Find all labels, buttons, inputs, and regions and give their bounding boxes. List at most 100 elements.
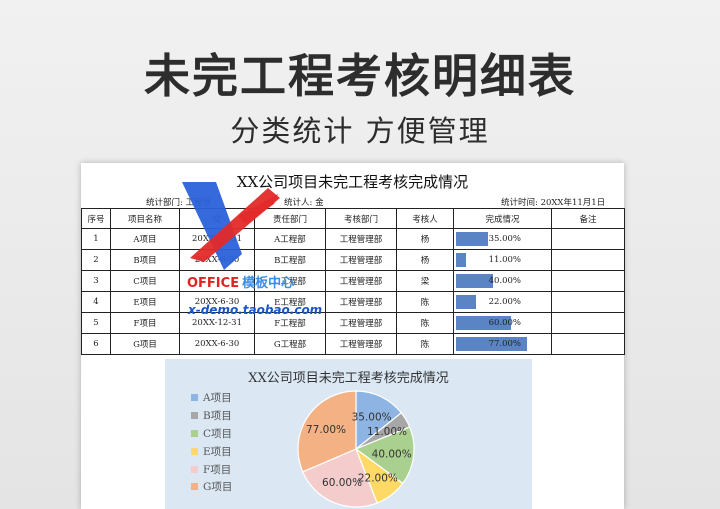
table-row: 2 B项目 20XX-6-30 B工程部 工程管理部杨 11.00% — [81, 249, 625, 271]
cell-pct: 35.00% — [453, 228, 552, 250]
cell-person: 梁 — [396, 270, 454, 292]
cell-pct: 22.00% — [453, 291, 552, 313]
cell-name: A项目 — [110, 228, 180, 250]
meta-person: 统计人: 金 — [284, 198, 324, 208]
hero-title: 未完工程考核明细表 — [144, 49, 576, 103]
legend-swatch — [191, 483, 198, 491]
cell-date: 20XX-6-30 — [179, 333, 255, 355]
progress-bar — [456, 295, 477, 309]
legend-item: G项目 — [191, 478, 232, 496]
progress-label: 40.00% — [488, 276, 521, 286]
pie-slice — [354, 426, 415, 485]
header-cell: 考核人 — [396, 208, 454, 229]
cell-dept: B工程部 — [254, 249, 326, 271]
cell-name: C项目 — [110, 270, 180, 292]
cell-remark — [551, 312, 625, 334]
legend-label: B项目 — [203, 410, 232, 423]
pie-data-label: 60.00% — [322, 477, 362, 489]
legend-label: G项目 — [203, 481, 233, 494]
cell-no: 2 — [81, 249, 111, 271]
table-row: 1 A项目 20XX-12-31 A工程部 工程管理部杨 35.00% — [81, 228, 625, 250]
cell-pct: 11.00% — [453, 249, 552, 271]
progress-bar — [456, 232, 489, 246]
cell-name: E项目 — [110, 291, 180, 313]
header-cell: 考核部门 — [325, 208, 397, 229]
cell-pct: 40.00% — [453, 270, 552, 292]
cell-dept: C工程部 — [254, 270, 326, 292]
legend-swatch — [191, 429, 198, 437]
cell-dept: F工程部 — [254, 312, 326, 334]
meta-dept: 统计部门: 工程管 — [146, 198, 212, 208]
progress-label: 35.00% — [488, 234, 521, 244]
legend-label: A项目 — [203, 392, 232, 405]
legend-swatch — [191, 394, 198, 402]
table-header-row: 序号 项目名称 交 责任部门 考核部门 考核人 完成情况 备注 — [81, 208, 625, 229]
cell-date: 20XX-6-30 — [179, 249, 255, 271]
pie-chart: XX公司项目未完工程考核完成情况 A项目 B项目 C项目 E项目 F项目 G项目 35.0… — [165, 359, 532, 509]
progress-label: 77.00% — [488, 339, 521, 349]
meta-time: 统计时间: 20XX年11月1日 — [501, 198, 606, 208]
legend-swatch — [191, 447, 198, 455]
cell-audit: 工程管理部 — [325, 270, 397, 292]
progress-bar — [456, 316, 512, 330]
cell-audit: 工程管理部 — [325, 312, 397, 334]
pie-data-label: 22.00% — [358, 473, 398, 485]
cell-remark — [551, 270, 625, 292]
spreadsheet-preview: XX公司项目未完工程考核完成情况 统计部门: 工程管 统计人: 金 统计时间: … — [81, 163, 625, 509]
cell-no: 3 — [81, 270, 111, 292]
cell-date: 20XX-12-31 — [179, 312, 255, 334]
chart-title: XX公司项目未完工程考核完成情况 — [248, 371, 449, 386]
pie-slice — [297, 390, 357, 473]
progress-bar — [456, 253, 467, 267]
legend-item: A项目 — [191, 389, 232, 407]
cell-no: 6 — [81, 333, 111, 355]
cell-date: 20XX-12-31 — [179, 228, 255, 250]
header-cell: 责任部门 — [254, 208, 326, 229]
cell-remark — [551, 228, 625, 250]
pie-data-label: 35.00% — [352, 412, 392, 424]
legend-item: F项目 — [191, 460, 232, 478]
table-row: 4 E项目 20XX-6-30 E工程部 工程管理部陈 22.00% — [81, 291, 625, 313]
pie-data-label: 77.00% — [306, 424, 346, 436]
header-cell: 项目名称 — [110, 208, 180, 229]
cell-person: 陈 — [396, 291, 454, 313]
cell-name: B项目 — [110, 249, 180, 271]
table-row: 3 C项目 C工程部 工程管理部梁 40.00% — [81, 270, 625, 292]
chart-legend: A项目 B项目 C项目 E项目 F项目 G项目 — [191, 389, 232, 496]
cell-person: 杨 — [396, 249, 454, 271]
legend-label: C项目 — [203, 427, 233, 440]
cell-pct: 77.00% — [453, 333, 552, 355]
table-row: 6 G项目 20XX-6-30 G工程部 工程管理部陈 77.00% — [81, 333, 625, 355]
legend-label: E项目 — [203, 445, 232, 458]
progress-bar — [456, 337, 527, 351]
pie-svg: 35.00% 11.00% 40.00% 22.00%60.00% 77.00% — [297, 390, 415, 508]
header-cell: 序号 — [81, 208, 111, 229]
legend-label: F项目 — [203, 463, 232, 476]
cell-dept: G工程部 — [254, 333, 326, 355]
legend-swatch — [191, 412, 198, 420]
cell-dept: E工程部 — [254, 291, 326, 313]
cell-remark — [551, 291, 625, 313]
cell-audit: 工程管理部 — [325, 333, 397, 355]
cell-date: 20XX-6-30 — [179, 291, 255, 313]
progress-label: 60.00% — [488, 318, 521, 328]
cell-name: G项目 — [110, 333, 180, 355]
cell-audit: 工程管理部 — [325, 249, 397, 271]
sheet-title: XX公司项目未完工程考核完成情况 — [236, 173, 469, 191]
cell-date — [179, 270, 255, 292]
cell-person: 杨 — [396, 228, 454, 250]
cell-name: F项目 — [110, 312, 180, 334]
hero-subtitle: 分类统计 方便管理 — [230, 114, 490, 148]
cell-no: 5 — [81, 312, 111, 334]
cell-dept: A工程部 — [254, 228, 326, 250]
pie-slice — [301, 448, 378, 508]
cell-no: 4 — [81, 291, 111, 313]
legend-item: C项目 — [191, 425, 232, 443]
table-row: 5 F项目 20XX-12-31 F工程部 工程管理部陈 60.00% — [81, 312, 625, 334]
header-cell: 完成情况 — [453, 208, 552, 229]
pie-slice — [355, 390, 403, 451]
header-cell: 备注 — [551, 208, 625, 229]
progress-bar — [456, 274, 493, 288]
cell-pct: 60.00% — [453, 312, 552, 334]
cell-remark — [551, 333, 625, 355]
